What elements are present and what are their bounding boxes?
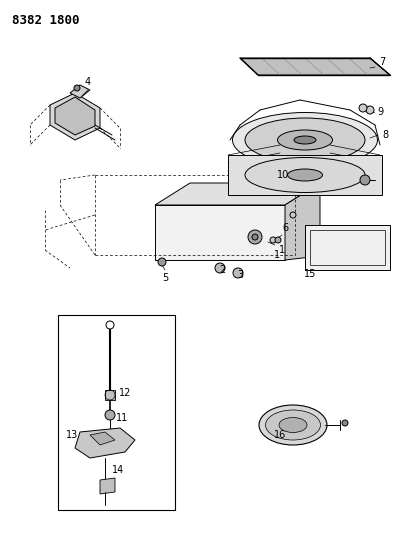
Polygon shape (105, 390, 115, 400)
Ellipse shape (258, 405, 326, 445)
Circle shape (252, 234, 257, 240)
Text: 13: 13 (66, 430, 78, 440)
Text: 5: 5 (162, 273, 168, 283)
Text: 6: 6 (281, 223, 288, 233)
Text: 15: 15 (303, 269, 315, 279)
Polygon shape (75, 428, 135, 458)
Polygon shape (227, 155, 381, 195)
Circle shape (157, 258, 166, 266)
Circle shape (341, 420, 347, 426)
Ellipse shape (245, 118, 364, 162)
Text: 4: 4 (85, 77, 91, 87)
Circle shape (105, 410, 115, 420)
Polygon shape (155, 183, 319, 205)
Bar (58, 315, 175, 510)
Circle shape (247, 230, 261, 244)
Text: 8382 1800: 8382 1800 (12, 14, 79, 27)
Polygon shape (100, 478, 115, 494)
Text: 12: 12 (119, 388, 131, 398)
Text: 11: 11 (116, 413, 128, 423)
Ellipse shape (265, 410, 320, 440)
Text: 2: 2 (218, 265, 225, 275)
Circle shape (106, 321, 114, 329)
Polygon shape (90, 432, 115, 445)
Text: 8: 8 (381, 130, 387, 140)
Ellipse shape (278, 417, 306, 432)
Ellipse shape (287, 169, 322, 181)
Circle shape (289, 212, 295, 218)
Circle shape (214, 263, 225, 273)
Circle shape (270, 237, 275, 243)
Circle shape (274, 237, 280, 243)
Circle shape (358, 104, 366, 112)
Ellipse shape (245, 157, 364, 192)
Polygon shape (239, 58, 389, 75)
Text: 10: 10 (276, 170, 288, 180)
Text: 7: 7 (378, 57, 384, 67)
Text: 16: 16 (273, 430, 285, 440)
Ellipse shape (277, 130, 332, 150)
Circle shape (74, 85, 80, 91)
Polygon shape (50, 93, 100, 140)
Text: 14: 14 (112, 465, 124, 475)
Polygon shape (304, 225, 389, 270)
Polygon shape (155, 205, 284, 260)
Text: 1: 1 (273, 250, 279, 260)
Text: 9: 9 (376, 107, 382, 117)
Circle shape (232, 268, 243, 278)
Polygon shape (70, 85, 90, 98)
Ellipse shape (293, 136, 315, 144)
Ellipse shape (232, 112, 377, 167)
Polygon shape (284, 183, 319, 260)
Text: 1: 1 (278, 245, 284, 255)
Text: 3: 3 (236, 270, 243, 280)
Circle shape (365, 106, 373, 114)
Circle shape (359, 175, 369, 185)
Polygon shape (55, 97, 95, 135)
